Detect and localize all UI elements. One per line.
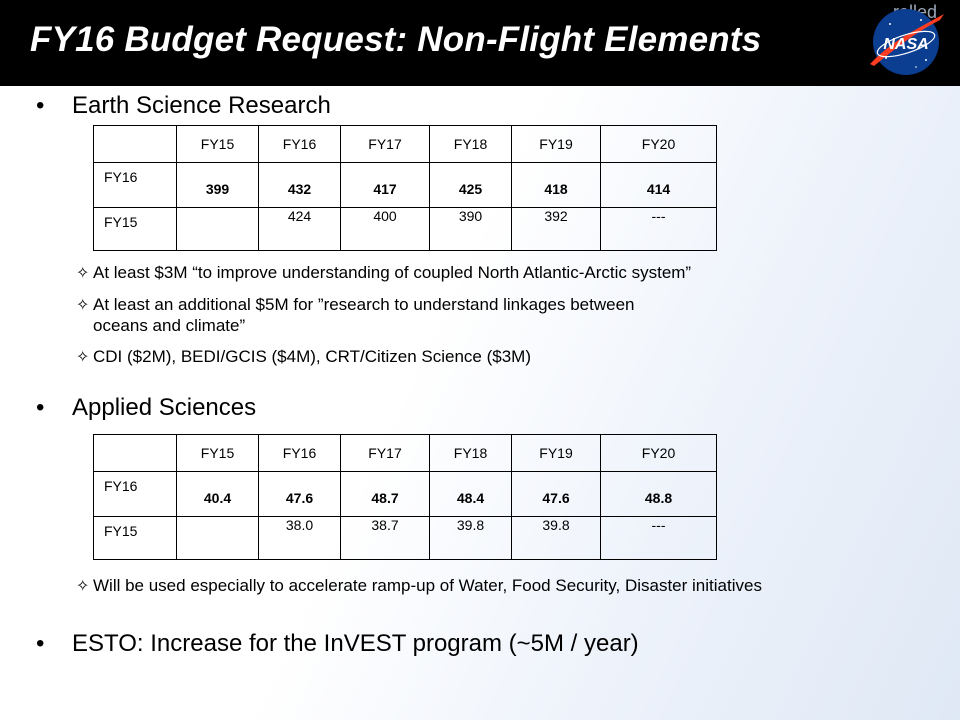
subbullet-text: At least an additional $5M for ”research…	[93, 295, 635, 314]
table-cell: 399	[176, 162, 259, 208]
subbullet-text: Will be used especially to accelerate ra…	[93, 576, 762, 595]
table-cell: 47.6	[511, 471, 601, 517]
table-cell	[176, 516, 259, 560]
applied-sciences-table: FY15 FY16 FY17 FY18 FY19 FY20 FY16 40.4 …	[93, 434, 717, 560]
table-row-label: FY15	[93, 207, 177, 251]
subbullet-cdi: ✧ CDI ($2M), BEDI/GCIS ($4M), CRT/Citizen…	[76, 346, 531, 369]
nasa-logo-text: NASA	[883, 36, 928, 53]
table-header-cell: FY18	[429, 434, 512, 472]
table-cell: 48.7	[340, 471, 430, 517]
table-cell: 40.4	[176, 471, 259, 517]
table-cell: 39.8	[429, 516, 512, 560]
earth-science-table: FY15 FY16 FY17 FY18 FY19 FY20 FY16 399 4…	[93, 125, 717, 251]
table-header-cell: FY20	[600, 434, 717, 472]
table-row-label: FY16	[93, 162, 177, 208]
table-header-cell: FY16	[258, 125, 341, 163]
table-cell: ---	[600, 516, 717, 560]
table-header-row: FY15 FY16 FY17 FY18 FY19 FY20	[93, 125, 717, 163]
title-bar: FY16 Budget Request: Non-Flight Elements…	[0, 0, 960, 86]
table-header-cell	[93, 434, 177, 472]
star-bullet-icon: ✧	[76, 578, 90, 595]
heading-earth-science: Earth Science Research	[72, 92, 331, 119]
heading-applied-sciences: Applied Sciences	[72, 394, 257, 421]
table-row: FY16 399 432 417 425 418 414	[93, 162, 717, 208]
table-cell: 417	[340, 162, 430, 208]
slide-title: FY16 Budget Request: Non-Flight Elements	[30, 20, 762, 59]
table-cell: 424	[258, 207, 341, 251]
bullet-dot: •	[36, 92, 45, 119]
table-cell: 390	[429, 207, 512, 251]
table-header-row: FY15 FY16 FY17 FY18 FY19 FY20	[93, 434, 717, 472]
table-cell: 418	[511, 162, 601, 208]
table-header-cell: FY16	[258, 434, 341, 472]
bullet-esto: • ESTO: Increase for the InVEST program (…	[36, 630, 639, 658]
table-header-cell	[93, 125, 177, 163]
table-header-cell: FY19	[511, 125, 601, 163]
heading-esto: ESTO: Increase for the InVEST program (~…	[72, 630, 639, 657]
table-cell: 425	[429, 162, 512, 208]
table-cell: 38.7	[340, 516, 430, 560]
table-header-cell: FY17	[340, 125, 430, 163]
subbullet-water-food-disaster: ✧ Will be used especially to accelerate r…	[76, 575, 762, 598]
star-bullet-icon: ✧	[76, 265, 90, 282]
star-bullet-icon: ✧	[76, 349, 90, 366]
table-row-label: FY15	[93, 516, 177, 560]
table-cell: ---	[600, 207, 717, 251]
table-cell: 392	[511, 207, 601, 251]
table-header-cell: FY20	[600, 125, 717, 163]
table-cell: 414	[600, 162, 717, 208]
table-header-cell: FY15	[176, 125, 259, 163]
subbullet-text: CDI ($2M), BEDI/GCIS ($4M), CRT/Citizen …	[93, 347, 531, 366]
star-bullet-icon: ✧	[76, 297, 90, 314]
subbullet-text: oceans and climate”	[93, 316, 246, 335]
table-header-cell: FY18	[429, 125, 512, 163]
bullet-applied-sciences: • Applied Sciences	[36, 394, 256, 422]
table-cell: 432	[258, 162, 341, 208]
table-header-cell: FY17	[340, 434, 430, 472]
subbullet-continuation: oceans and climate”	[93, 315, 245, 337]
table-cell: 38.0	[258, 516, 341, 560]
table-row: FY15 38.0 38.7 39.8 39.8 ---	[93, 516, 717, 560]
bullet-dot: •	[36, 630, 45, 657]
table-cell: 39.8	[511, 516, 601, 560]
table-header-cell: FY19	[511, 434, 601, 472]
bullet-earth-science: • Earth Science Research	[36, 92, 331, 120]
subbullet-additional: ✧ At least an additional $5M for ”researc…	[76, 294, 635, 317]
table-cell: 48.4	[429, 471, 512, 517]
nasa-logo-icon: NASA	[870, 9, 944, 75]
table-cell	[176, 207, 259, 251]
table-cell: 48.8	[600, 471, 717, 517]
table-header-cell: FY15	[176, 434, 259, 472]
bullet-dot: •	[36, 394, 45, 421]
table-cell: 400	[340, 207, 430, 251]
subbullet-north-atlantic: ✧ At least $3M “to improve understanding …	[76, 262, 691, 285]
table-cell: 47.6	[258, 471, 341, 517]
table-row: FY15 424 400 390 392 ---	[93, 207, 717, 251]
subbullet-text: At least $3M “to improve understanding o…	[93, 263, 692, 282]
table-row-label: FY16	[93, 471, 177, 517]
table-row: FY16 40.4 47.6 48.7 48.4 47.6 48.8	[93, 471, 717, 517]
